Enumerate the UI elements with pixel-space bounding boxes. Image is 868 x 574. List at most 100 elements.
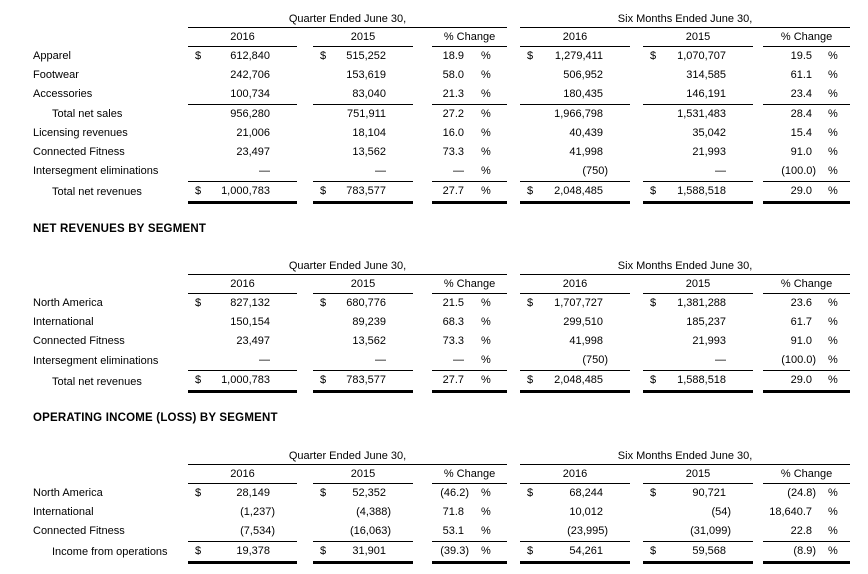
spacer-cell [297, 124, 313, 143]
cell-s_change: 91.0 [790, 145, 813, 158]
column-header: 2016 [188, 27, 297, 47]
spacer-cell [413, 181, 432, 202]
dollar-sign-cell: $ [643, 370, 666, 393]
spacer-cell [630, 351, 643, 371]
column-header-row: 2016 2015 % Change 2016 2015 % Change [0, 464, 851, 484]
spacer-cell [753, 66, 763, 85]
percent-sign-cell: % [481, 145, 491, 158]
spacer-cell [630, 66, 643, 85]
spacer-cell [507, 541, 520, 562]
percent-sign-cell: % [818, 84, 851, 105]
cell-q2016: 612,840 [230, 49, 270, 62]
spacer-cell [413, 46, 432, 66]
cell-q2016: (7,534) [210, 521, 297, 542]
group-header-row: Quarter Ended June 30, Six Months Ended J… [0, 255, 851, 275]
percent-sign-cell: % [481, 505, 491, 518]
group-header: Six Months Ended June 30, [520, 255, 851, 275]
cell-q2015: 680,776 [346, 297, 386, 309]
table-row: North America $827,132 $680,776 21.5% $1,707… [0, 294, 850, 314]
column-header: 2015 [643, 27, 754, 47]
cell-q2016: 827,132 [230, 297, 270, 309]
cell-s2015: 1,588,518 [665, 181, 754, 204]
percent-sign-cell: % [818, 181, 851, 204]
spacer-cell [413, 27, 432, 46]
cell-s2015: 35,042 [692, 126, 727, 139]
cell-q2016: 19,378 [210, 541, 297, 564]
percent-sign-cell: % [818, 161, 851, 182]
section-title: NET REVENUES BY SEGMENT [33, 222, 207, 235]
percent-sign-cell: % [828, 126, 838, 139]
spacer-cell [753, 162, 763, 182]
cell-s2015: (54) [711, 505, 732, 518]
cell-s_change: 61.7 [790, 316, 813, 328]
table-row: Total net sales 956,280 751,911 27.2% 1,966,… [0, 104, 850, 124]
dollar-sign-cell: $ [195, 297, 202, 309]
spacer-cell [507, 313, 520, 332]
cell-q_change: 73.3 [442, 145, 464, 158]
group-header: Quarter Ended June 30, [188, 255, 508, 275]
cell-s2016: 68,244 [569, 486, 604, 499]
dollar-sign-cell [188, 503, 210, 522]
column-header-row: 2016 2015 % Change 2016 2015 % Change [0, 274, 851, 294]
dollar-sign-cell [313, 503, 335, 522]
dollar-sign-cell [188, 521, 210, 542]
cell-s2016: (750) [542, 161, 631, 182]
cell-q_change: 21.5 [442, 297, 464, 309]
cell-q2015: 515,252 [346, 49, 386, 62]
dollar-sign-cell [188, 313, 210, 332]
spacer-cell [297, 162, 313, 182]
percent-sign-cell: % [481, 49, 491, 62]
dollar-sign-cell [313, 84, 335, 105]
dollar-sign-cell [188, 84, 210, 105]
percent-sign-cell: % [818, 541, 851, 564]
dollar-sign-cell: $ [188, 181, 210, 204]
cell-q2015: 751,911 [347, 107, 386, 120]
table-row: Connected Fitness 23,497 13,562 73.3% 41,998… [0, 143, 850, 162]
row-label: Connected Fitness [33, 335, 125, 347]
spacer-cell [413, 522, 432, 542]
cell-q_change: 27.7 [432, 370, 476, 393]
column-header: 2016 [188, 464, 297, 484]
cell-q2016: 100,734 [210, 84, 297, 105]
table-row: Licensing revenues 21,006 18,104 16.0% 40,43… [0, 124, 850, 143]
row-label: Total net revenues [52, 186, 142, 198]
cell-q_change: 71.8 [442, 505, 464, 518]
table-row: International 150,154 89,239 68.3% 299,510 18… [0, 313, 850, 332]
dollar-sign-cell [643, 124, 665, 143]
percent-sign-cell: % [828, 145, 838, 158]
dollar-sign-cell [520, 84, 543, 105]
dollar-sign-cell [520, 503, 542, 522]
spacer-cell [413, 85, 432, 105]
cell-s_change: 23.6 [790, 297, 813, 309]
dollar-sign-cell: $ [320, 486, 327, 499]
dollar-sign-cell: $ [188, 541, 210, 564]
spacer-cell [297, 66, 313, 85]
spacer-cell [753, 522, 763, 542]
spacer-cell [630, 332, 643, 351]
dollar-sign-cell: $ [313, 370, 335, 393]
financial-table: Quarter Ended June 30, Six Months Ended J… [0, 445, 851, 564]
percent-sign-cell: % [476, 370, 508, 393]
dollar-sign-cell: $ [643, 181, 666, 204]
cell-q2015: (4,388) [356, 505, 391, 518]
column-header: % Change [763, 274, 851, 294]
spacer-cell [507, 8, 520, 27]
spacer-cell [507, 464, 520, 483]
table-row: Total net revenues $1,000,783 $783,577 27.7… [0, 370, 851, 393]
spacer-cell [297, 275, 313, 294]
spacer-cell [297, 294, 313, 314]
spacer-cell [753, 371, 763, 392]
column-header: 2016 [188, 274, 297, 294]
dollar-sign-cell [520, 143, 542, 162]
dollar-sign-cell [313, 104, 335, 124]
cell-s2015: 21,993 [692, 335, 727, 347]
spacer-cell [413, 104, 432, 124]
column-header: 2015 [643, 274, 754, 294]
spacer-cell [297, 351, 313, 371]
cell-s2015: 146,191 [665, 84, 754, 105]
dollar-sign-cell: $ [313, 541, 335, 564]
spacer-cell [507, 124, 520, 143]
spacer-cell [507, 181, 520, 202]
dollar-sign-cell [520, 313, 542, 332]
cell-q2016: 23,497 [236, 145, 270, 158]
